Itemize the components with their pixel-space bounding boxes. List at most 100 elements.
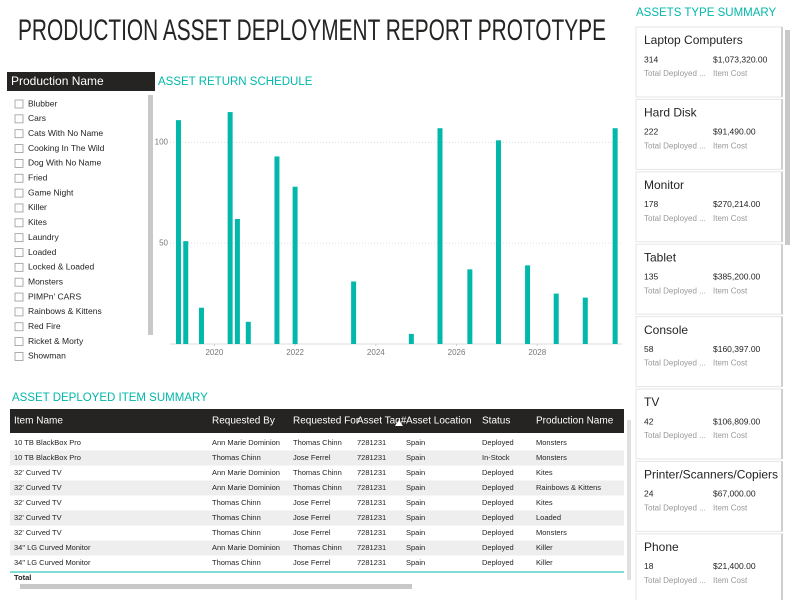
card-count: 222 xyxy=(644,127,658,137)
table-cell: 7281231 xyxy=(357,528,386,537)
table-cell: Jose Ferrel xyxy=(293,498,331,507)
card-count-label: Total Deployed ... xyxy=(644,286,706,295)
table-cell: Kites xyxy=(536,498,553,507)
bar xyxy=(525,265,531,344)
table-vscroll[interactable] xyxy=(627,420,631,580)
column-header[interactable]: Requested For xyxy=(293,416,360,427)
card-cost: $106,809.00 xyxy=(713,416,761,426)
card-cost: $91,490.00 xyxy=(713,127,756,137)
slicer-checkbox[interactable] xyxy=(14,218,24,228)
slicer-checkbox[interactable] xyxy=(14,337,24,347)
table-cell: In-Stock xyxy=(482,453,510,462)
slicer-scrollbar[interactable] xyxy=(148,95,153,335)
slicer-item[interactable]: Cars xyxy=(28,113,46,123)
bar xyxy=(234,218,240,344)
slicer-checkbox[interactable] xyxy=(14,188,24,198)
table-cell: Thomas Chinn xyxy=(212,528,261,537)
table-cell: Thomas Chinn xyxy=(212,498,261,507)
bar xyxy=(183,241,189,344)
slicer-checkbox[interactable] xyxy=(14,277,24,287)
card-cost: $160,397.00 xyxy=(713,344,761,354)
table-cell: Spain xyxy=(406,513,425,522)
slicer-item[interactable]: Kites xyxy=(28,217,47,227)
slicer-item[interactable]: Blubber xyxy=(28,98,57,108)
slicer-item[interactable]: Showman xyxy=(28,351,66,361)
column-header[interactable]: Asset Tag# xyxy=(357,416,407,427)
table-cell: Jose Ferrel xyxy=(293,558,331,567)
slicer-item[interactable]: Ricket & Morty xyxy=(28,336,84,346)
slicer-checkbox[interactable] xyxy=(14,144,24,153)
table-cell: Deployed xyxy=(482,558,514,567)
table-cell: 32' Curved TV xyxy=(14,483,62,492)
slicer-checkbox[interactable] xyxy=(14,352,24,361)
column-header[interactable]: Status xyxy=(482,416,510,427)
table-hscroll[interactable] xyxy=(20,584,412,589)
table-cell: Spain xyxy=(406,453,425,462)
slicer-item[interactable]: Game Night xyxy=(28,187,74,197)
table-cell: Deployed xyxy=(482,543,514,552)
card-cost-label: Item Cost xyxy=(713,431,748,440)
slicer-title: Production Name xyxy=(11,74,104,88)
slicer-checkbox[interactable] xyxy=(14,262,24,272)
table-cell: Spain xyxy=(406,483,425,492)
x-tick-label: 2024 xyxy=(367,348,385,357)
card-cost-label: Item Cost xyxy=(713,69,748,78)
slicer-checkbox[interactable] xyxy=(14,307,24,317)
slicer-item[interactable]: Locked & Loaded xyxy=(28,262,94,272)
table-cell: Jose Ferrel xyxy=(293,528,331,537)
slicer-item[interactable]: Red Fire xyxy=(28,321,61,331)
card-count: 178 xyxy=(644,199,658,209)
card-name: Console xyxy=(644,323,688,337)
row-band xyxy=(10,450,624,466)
table-cell: Spain xyxy=(406,498,425,507)
card-count: 24 xyxy=(644,489,654,499)
card-cost-label: Item Cost xyxy=(713,576,748,585)
slicer-checkbox[interactable] xyxy=(14,203,24,213)
card xyxy=(635,460,783,532)
column-header[interactable]: Item Name xyxy=(14,416,63,427)
column-header[interactable]: Production Name xyxy=(536,416,614,427)
slicer-checkbox[interactable] xyxy=(14,322,24,332)
card-count-label: Total Deployed ... xyxy=(644,576,706,585)
bar xyxy=(582,297,588,344)
card-count: 42 xyxy=(644,416,654,426)
column-header[interactable]: Asset Location xyxy=(406,416,472,427)
slicer-checkbox[interactable] xyxy=(14,129,24,139)
slicer-item[interactable]: Laundry xyxy=(28,232,59,242)
slicer-checkbox[interactable] xyxy=(14,114,24,124)
table-cell: Deployed xyxy=(482,498,514,507)
slicer-item[interactable]: PIMPn' CARS xyxy=(28,291,81,301)
column-header[interactable]: Requested By xyxy=(212,416,275,427)
slicer-checkbox[interactable] xyxy=(14,233,24,243)
table-cell: 32' Curved TV xyxy=(14,468,62,477)
table-cell: Kites xyxy=(536,468,553,477)
row-band xyxy=(10,510,624,526)
slicer-checkbox[interactable] xyxy=(14,99,24,109)
card-name: Tablet xyxy=(644,250,677,264)
slicer-item[interactable]: Dog With No Name xyxy=(28,158,101,168)
table-cell: 7281231 xyxy=(357,483,386,492)
slicer-checkbox[interactable] xyxy=(14,158,24,168)
bar xyxy=(198,307,204,344)
slicer-item[interactable]: Cats With No Name xyxy=(28,128,103,138)
table-cell: Thomas Chinn xyxy=(293,438,342,447)
slicer-item[interactable]: Rainbows & Kittens xyxy=(28,306,102,316)
cards-scrollbar[interactable] xyxy=(785,30,790,245)
table-cell: Deployed xyxy=(482,528,514,537)
table-cell: Spain xyxy=(406,438,425,447)
bar xyxy=(292,186,298,344)
slicer-item[interactable]: Fried xyxy=(28,173,48,183)
report-title: PRODUCTION ASSET DEPLOYMENT REPORT PROTO… xyxy=(18,14,606,47)
slicer-checkbox[interactable] xyxy=(14,173,24,183)
slicer-checkbox[interactable] xyxy=(14,292,24,302)
table-cell: 34" LG Curved Monitor xyxy=(14,543,91,552)
card xyxy=(635,316,783,388)
table-cell: Thomas Chinn xyxy=(212,513,261,522)
slicer-item[interactable]: Cooking In The Wild xyxy=(28,143,105,153)
slicer-item[interactable]: Monsters xyxy=(28,276,63,286)
slicer-item[interactable]: Killer xyxy=(28,202,47,212)
table-cell: Deployed xyxy=(482,468,514,477)
slicer-checkbox[interactable] xyxy=(14,248,24,257)
slicer-item[interactable]: Loaded xyxy=(28,247,57,257)
